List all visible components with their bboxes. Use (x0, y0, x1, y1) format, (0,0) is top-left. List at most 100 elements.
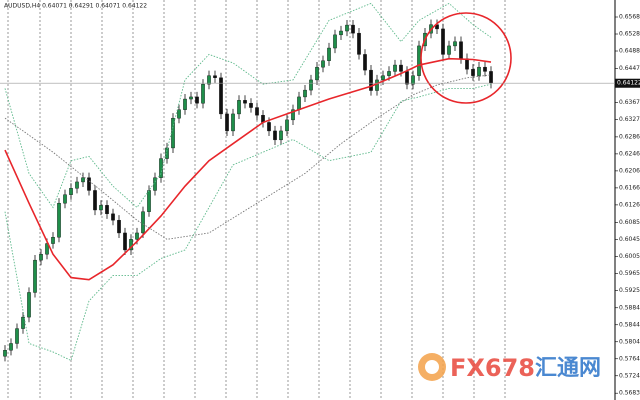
candle-body (405, 71, 409, 85)
candle-body (387, 71, 391, 76)
candle-body (447, 45, 451, 55)
watermark-brand: FX678 (450, 354, 535, 382)
candle-body (333, 34, 337, 49)
candle-body (297, 96, 301, 110)
candle-body (105, 205, 109, 215)
candle-body (291, 109, 295, 121)
candle-body (363, 54, 367, 71)
candle-body (327, 47, 331, 61)
candle-body (243, 100, 247, 104)
candle-body (351, 24, 355, 34)
candle-body (165, 147, 169, 159)
candle-body (15, 328, 19, 344)
candle-body (195, 96, 199, 104)
candle-body (39, 253, 43, 261)
candle-body (255, 107, 259, 116)
candle-body (63, 194, 67, 204)
candle-body (177, 109, 181, 119)
candle-body (111, 213, 115, 221)
candle-body (483, 66, 487, 72)
candle-body (213, 75, 217, 78)
candle-body (279, 130, 283, 141)
candle-body (9, 343, 13, 351)
candle-body (207, 75, 211, 85)
candle-body (171, 117, 175, 149)
candle-body (117, 219, 121, 234)
candle-body (453, 41, 457, 47)
candle-body (57, 202, 61, 238)
candle-body (471, 69, 475, 76)
candle-body (141, 211, 145, 234)
candle-body (345, 24, 349, 32)
candle-body (225, 113, 229, 132)
candle-body (477, 66, 481, 76)
candle-body (393, 64, 397, 72)
candle-body (375, 79, 379, 91)
watermark-name: 汇通网 (535, 356, 601, 381)
candle-body (231, 113, 235, 132)
candle-body (315, 66, 319, 81)
candle-body (87, 177, 91, 191)
chart-title: AUDUSD,H4 0.64071 0.64291 0.64071 0.6412… (4, 3, 147, 10)
plot-area (3, 0, 506, 400)
candle-body (399, 64, 403, 72)
candle-body (237, 100, 241, 115)
candle-body (3, 350, 7, 357)
last-price-box (615, 78, 640, 88)
candle-body (123, 232, 127, 251)
candle-body (369, 69, 373, 91)
candle-body (33, 259, 37, 293)
moving-average (4, 57, 492, 281)
candle-body (381, 75, 385, 81)
candle-body (69, 188, 73, 195)
candle-body (183, 98, 187, 110)
candle-body (309, 79, 313, 91)
candle-body (249, 103, 253, 108)
watermark: FX678 汇通网 (418, 353, 601, 382)
candle-body (267, 122, 271, 132)
candle-body (51, 236, 55, 244)
watermark-logo-center (425, 360, 439, 374)
candle-body (417, 45, 421, 76)
highlight-circle (420, 12, 512, 104)
candle-body (147, 190, 151, 212)
candle-body (441, 28, 445, 55)
candle-body (303, 89, 307, 98)
indicator-line (4, 74, 492, 240)
candle-body (81, 177, 85, 183)
candle-body (93, 190, 97, 211)
candle-body (27, 292, 31, 318)
candle-body (435, 24, 439, 30)
candle-body (99, 205, 103, 211)
candle-body (285, 119, 289, 132)
candle-body (75, 181, 79, 189)
candle-body (135, 232, 139, 240)
candle-body (189, 96, 193, 100)
candle-body (45, 243, 49, 255)
candle-body (465, 58, 469, 70)
candle-body (489, 71, 493, 84)
